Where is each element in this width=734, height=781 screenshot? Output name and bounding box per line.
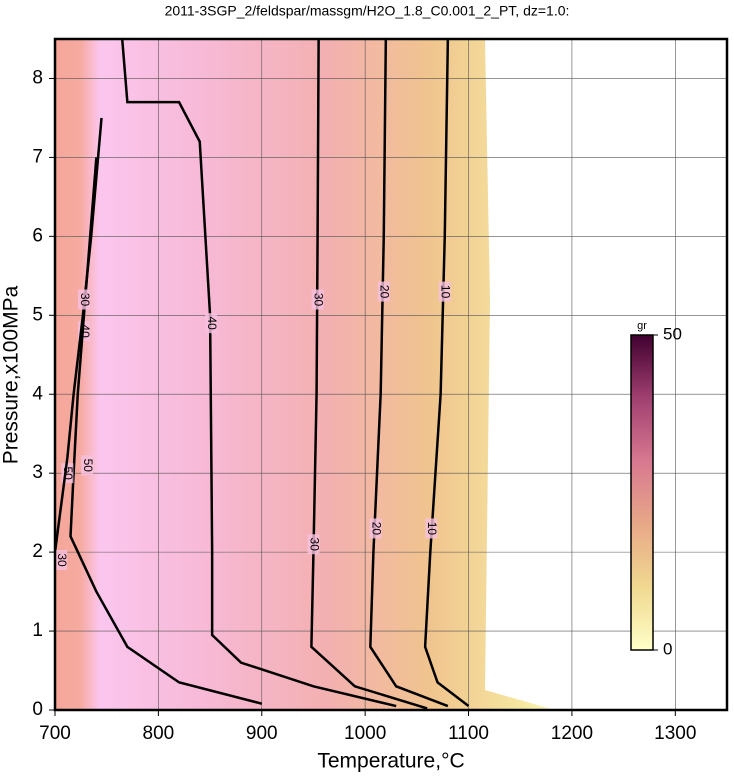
x-axis-label: Temperature,°C	[317, 750, 464, 773]
colorbar-tick-label: 0	[663, 639, 672, 658]
y-tick-label: 8	[32, 67, 43, 88]
x-tick-label: 1300	[654, 723, 696, 744]
y-tick-label: 6	[32, 225, 43, 246]
colorbar-tick-label: 50	[663, 324, 682, 343]
chart-title: 2011-3SGP_2/feldspar/massgm/H2O_1.8_C0.0…	[165, 3, 570, 19]
y-tick-label: 3	[32, 462, 43, 483]
contour-label: 20	[378, 285, 392, 299]
frame	[53, 37, 729, 712]
y-tick-label: 2	[32, 541, 43, 562]
contour-line	[69, 157, 263, 705]
contour-line	[369, 38, 449, 708]
contour-label-bg	[311, 289, 324, 310]
contour-label: 50	[61, 466, 75, 480]
contour-label: 10	[425, 522, 439, 536]
y-tick-label: 0	[32, 699, 43, 720]
y-tick-label: 4	[32, 383, 43, 404]
x-tick-label: 1000	[344, 723, 386, 744]
x-tick-label: 1200	[551, 723, 593, 744]
contour-label: 30	[78, 293, 92, 307]
contour-label: 30	[311, 293, 325, 307]
y-axis-label: Pressure,x100MPa	[0, 285, 23, 464]
contour-line	[53, 117, 103, 553]
contour-line	[423, 38, 470, 708]
y-tick-label: 1	[32, 620, 43, 641]
contour-line	[120, 38, 397, 708]
contour-label-bg	[307, 534, 320, 555]
contour-label-bg	[81, 455, 94, 476]
contour-label-bg	[205, 313, 218, 334]
contour-label: 20	[369, 522, 383, 536]
x-tick-label: 900	[246, 723, 278, 744]
contour-label-bg	[425, 518, 438, 539]
x-tick-label: 700	[39, 723, 71, 744]
x-tick-label: 800	[143, 723, 175, 744]
contour-label: 50	[81, 459, 95, 473]
contour-label-bg	[377, 281, 390, 302]
contour-label: 30	[55, 553, 69, 567]
x-tick-label: 1100	[448, 723, 489, 744]
contour-label-bg	[77, 289, 90, 310]
colorbar-label: gr	[637, 320, 647, 332]
field	[55, 39, 555, 710]
contour-label: 40	[205, 317, 219, 331]
y-tick-label: 7	[32, 146, 43, 167]
contour-label-bg	[55, 550, 68, 571]
y-tick-label: 5	[32, 304, 43, 325]
colorbar	[630, 334, 654, 651]
contour-label: 30	[307, 538, 321, 552]
contour-label-bg	[369, 518, 382, 539]
contour-label-bg	[438, 281, 451, 302]
contour-label: 10	[439, 285, 453, 299]
